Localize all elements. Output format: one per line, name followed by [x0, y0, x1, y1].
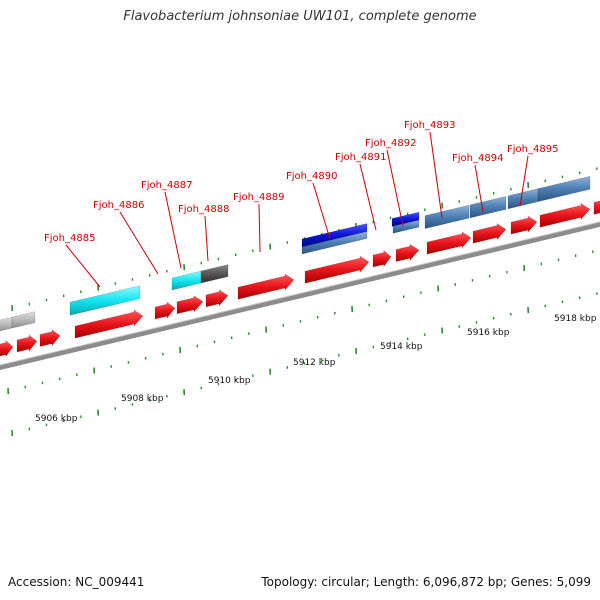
gene-feature-blue [391, 211, 420, 227]
gene-label: Fjoh_4889 [233, 192, 284, 203]
gene-features [0, 175, 600, 358]
gene-label: Fjoh_4887 [141, 180, 192, 191]
cds-arrow [0, 340, 14, 358]
cds-arrow [154, 301, 176, 320]
scale-label: 5918 kbp [554, 314, 597, 324]
gene-feature-dark [200, 264, 229, 284]
gene-label: Fjoh_4888 [178, 204, 229, 215]
gene-leader-line [474, 164, 484, 213]
cds-arrow [372, 249, 392, 268]
cds-arrow [539, 202, 591, 228]
gene-leader-line [258, 203, 261, 253]
gene-feature-cyan [69, 285, 141, 316]
gene-labels: Fjoh_4885 Fjoh_4886 Fjoh_4887 Fjoh_4888 Fjoh… [44, 120, 558, 288]
scale-label: 5910 kbp [208, 376, 251, 386]
gene-feature-cyan [171, 270, 202, 291]
gene-leader-line [204, 215, 209, 262]
cds-arrow [237, 273, 295, 300]
cds-arrow [39, 329, 61, 347]
gene-feature-steel [301, 231, 368, 255]
gene-feature-gray [11, 311, 36, 329]
gene-label: Fjoh_4886 [93, 200, 144, 211]
gene-feature-gray [0, 316, 13, 332]
cds-arrow [593, 200, 600, 215]
scale-labels: 5906 kbp 5908 kbp 5910 kbp 5912 kbp 5914 kbp… [35, 314, 597, 424]
genome-summary-text: Topology: circular; Length: 6,096,872 bp… [261, 575, 591, 589]
gene-leader-line [519, 155, 529, 207]
gene-feature-steel [424, 204, 470, 229]
gene-leader-line [119, 211, 159, 275]
gene-leader-line [164, 191, 182, 269]
cds-arrow [426, 231, 472, 255]
cds-arrow [304, 255, 370, 284]
gene-label: Fjoh_4893 [404, 120, 455, 131]
scale-label: 5912 kbp [293, 358, 336, 368]
accession-text: Accession: NC_009441 [8, 575, 145, 589]
scale-label: 5908 kbp [121, 394, 164, 404]
gene-label: Fjoh_4892 [365, 138, 416, 149]
scale-label: 5914 kbp [380, 342, 423, 352]
gene-leader-line [359, 163, 377, 231]
gene-feature-steel [469, 196, 507, 219]
gene-label: Fjoh_4885 [44, 233, 95, 244]
gene-label: Fjoh_4891 [335, 152, 386, 163]
cds-arrow [176, 295, 204, 315]
gene-leader-line [312, 182, 331, 240]
cds-arrow [16, 334, 38, 353]
gene-feature-steel [507, 188, 539, 210]
gene-label: Fjoh_4894 [452, 153, 503, 164]
scale-label: 5916 kbp [467, 328, 510, 338]
gene-label: Fjoh_4890 [286, 171, 337, 182]
gene-leader-line [429, 131, 443, 219]
backbone-line [0, 221, 600, 371]
cds-arrow [395, 243, 420, 262]
backbone-highlight [0, 221, 600, 366]
gene-feature-steel [537, 175, 591, 203]
cds-arrow [74, 309, 144, 339]
cds-arrow [472, 223, 507, 244]
map-title: Flavobacterium johnsoniae UW101, complet… [123, 9, 477, 24]
gene-leader-line [386, 149, 404, 227]
genome-backbone [0, 221, 600, 371]
tick-marks [7, 167, 598, 437]
gene-leader-line [65, 244, 101, 288]
scale-label: 5906 kbp [35, 414, 78, 424]
gene-label: Fjoh_4895 [507, 144, 558, 155]
cds-arrow [205, 289, 229, 308]
cds-arrow [510, 215, 538, 235]
gene-feature-steel [392, 219, 420, 234]
